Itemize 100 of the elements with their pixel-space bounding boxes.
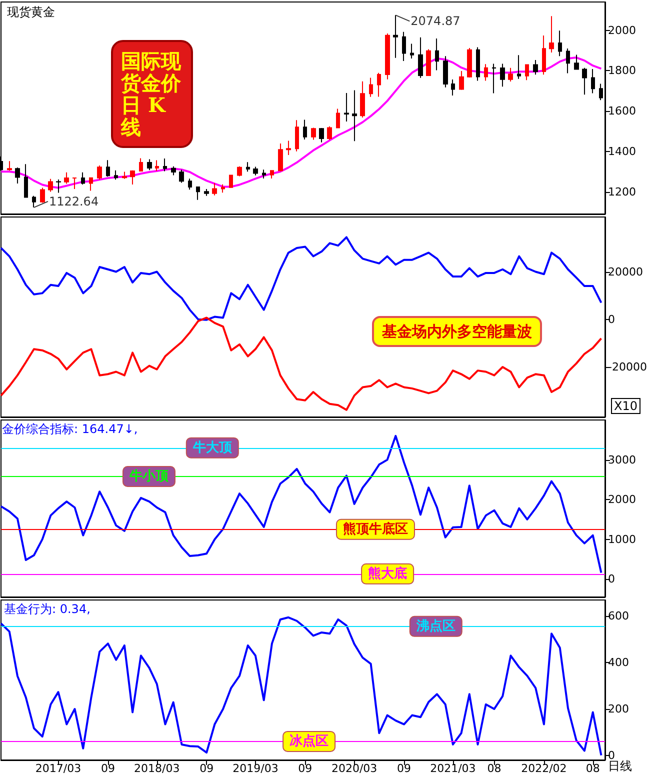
candlestick — [476, 46, 480, 82]
candlestick — [48, 178, 53, 192]
y-tick-label: 400 — [608, 656, 629, 670]
y-tick-label: 200 — [608, 702, 629, 716]
candlestick — [147, 158, 152, 171]
candlestick — [352, 90, 357, 142]
candlestick — [155, 160, 159, 172]
candlestick — [237, 166, 242, 177]
candlestick — [385, 32, 390, 80]
candlestick — [484, 64, 488, 82]
candlestick — [262, 169, 266, 179]
candlestick — [500, 63, 505, 88]
candlestick — [402, 31, 406, 62]
candlestick — [574, 54, 579, 70]
x-tick-label: 08 — [586, 762, 600, 775]
ref-line-label: 牛小顶 — [128, 468, 170, 484]
x-tick-label: 09 — [298, 762, 312, 775]
candlestick — [525, 64, 529, 81]
ref-line-label: 熊大底 — [368, 565, 408, 582]
candlestick — [410, 43, 414, 60]
candlestick — [286, 140, 291, 156]
candlestick — [229, 174, 233, 188]
candlestick — [221, 184, 225, 194]
x-tick-label: 09 — [200, 762, 214, 775]
candlestick — [246, 162, 250, 172]
ref-line-label: 沸点区 — [415, 618, 456, 634]
annotation: 基金行为: 0.34, — [4, 602, 90, 616]
x-tick-label: 2019/03 — [232, 762, 278, 775]
x-tick-label: 2017/03 — [35, 762, 82, 775]
candlestick — [24, 164, 28, 198]
candlestick — [459, 70, 464, 90]
candlestick — [295, 120, 299, 152]
annotation: 2074.87 — [410, 14, 460, 28]
line-series — [0, 236, 602, 321]
candlestick — [130, 170, 135, 186]
candlestick — [558, 30, 562, 57]
line-series — [0, 616, 602, 756]
x-tick-label: 2020/03 — [331, 762, 378, 775]
candlestick — [89, 177, 93, 192]
annotation: 金价综合指标: 164.47↓, — [2, 422, 138, 436]
candlestick — [81, 172, 85, 186]
candlestick — [549, 16, 554, 53]
candlestick — [517, 54, 521, 80]
candlestick — [188, 178, 192, 190]
candlestick — [97, 165, 102, 180]
candlestick — [435, 38, 439, 71]
candlestick — [591, 68, 595, 94]
x-tick-label: 2018/03 — [134, 762, 180, 775]
candlestick — [582, 67, 587, 96]
y-tick-label: 2000 — [608, 493, 636, 506]
candlestick — [443, 56, 448, 88]
candlestick — [56, 178, 61, 194]
x-tick-label: 2021/03 — [430, 762, 476, 775]
candlestick — [171, 166, 176, 176]
candlestick — [336, 108, 340, 128]
candlestick — [426, 48, 431, 76]
candlestick — [303, 119, 307, 140]
candlestick — [467, 48, 472, 78]
y-tick-label: 1000 — [608, 532, 636, 546]
y-tick-label: 1800 — [608, 64, 636, 78]
annotation: 基金场内外多空能量波 — [381, 322, 532, 340]
ref-line-label: 熊顶牛底区 — [342, 520, 408, 537]
candlestick — [122, 171, 127, 180]
ref-line-label: 牛大顶 — [192, 440, 233, 456]
candlestick — [114, 170, 118, 180]
candlestick — [319, 127, 324, 143]
candlestick — [179, 169, 184, 184]
candlestick — [72, 177, 77, 190]
candlestick — [64, 172, 69, 184]
y-tick-label: 1600 — [608, 104, 636, 118]
y-tick-label: 1200 — [608, 185, 636, 198]
candlestick — [139, 158, 143, 172]
y-tick-label: -20000 — [608, 360, 647, 374]
candlestick — [369, 77, 373, 98]
candlestick — [418, 36, 423, 78]
y-tick-label: 1400 — [608, 144, 636, 158]
candlestick — [163, 158, 167, 172]
candlestick — [270, 170, 274, 179]
candlestick — [542, 35, 546, 76]
x-tick-label: 09 — [397, 762, 412, 775]
annotation: 国际现货金价日 K线 — [120, 49, 182, 139]
candlestick — [360, 80, 365, 118]
candlestick — [278, 143, 283, 172]
y-tick-label: 3000 — [608, 453, 636, 466]
chart-title: 现货黄金 — [7, 5, 55, 19]
candlestick — [327, 126, 332, 140]
candlestick — [7, 160, 12, 172]
candlestick — [451, 79, 455, 96]
candlestick — [566, 48, 570, 74]
line-series — [0, 316, 602, 411]
candlestick — [40, 187, 45, 204]
candlestick — [196, 186, 200, 200]
text: 日线 — [608, 759, 632, 773]
y-tick-label: 600 — [608, 610, 629, 623]
candlestick — [533, 59, 538, 76]
x-tick-label: 09 — [100, 762, 115, 775]
y-tick-label: 2000 — [608, 24, 636, 37]
candlestick — [253, 166, 258, 176]
y-tick-label: 20000 — [608, 265, 643, 278]
x-tick-label: 2022/02 — [521, 762, 567, 775]
